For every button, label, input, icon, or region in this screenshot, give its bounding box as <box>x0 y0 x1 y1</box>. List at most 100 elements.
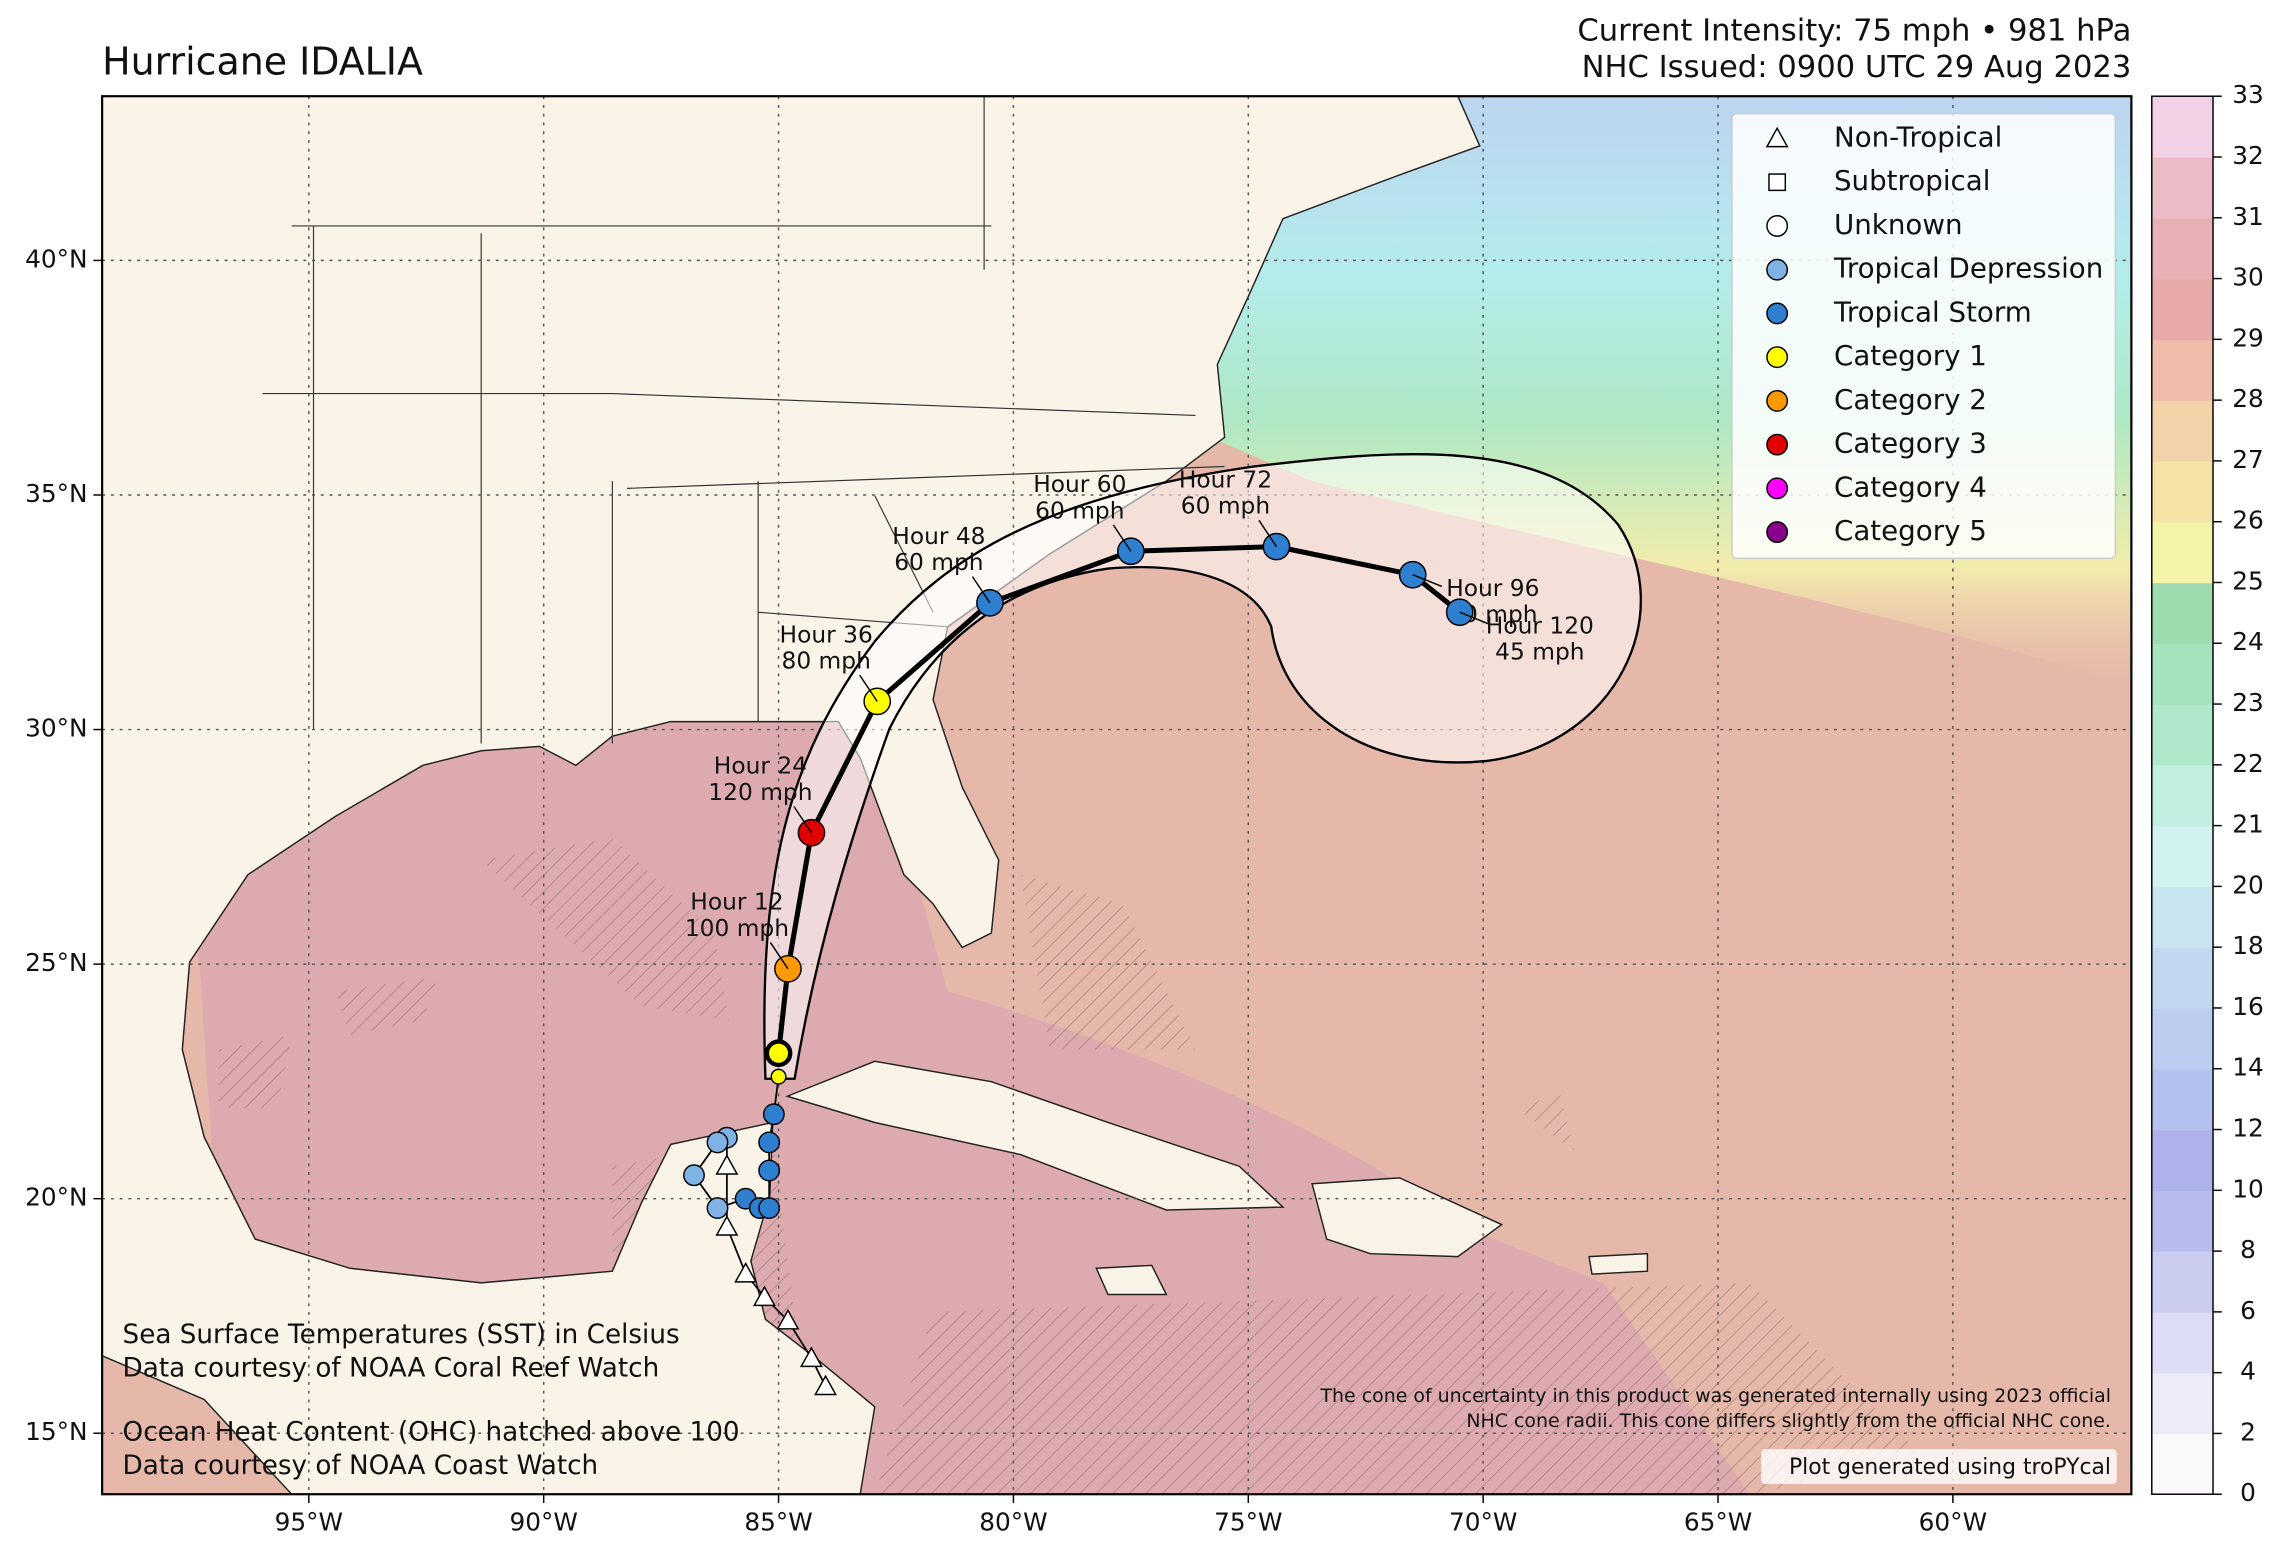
colorbar-frame <box>2151 95 2214 1495</box>
colorbar-band <box>2151 96 2214 158</box>
cone-note: NHC cone radii. This cone differs slight… <box>1466 1410 2111 1432</box>
forecast-hour: Hour 60 <box>1033 471 1126 498</box>
colorbar-band <box>2151 1251 2214 1313</box>
forecast-hour: Hour 24 <box>714 753 807 780</box>
colorbar-band <box>2151 643 2214 705</box>
intensity: Current Intensity: 75 mph • 981 hPa <box>1577 14 2131 49</box>
colorbar-label: 2 <box>2240 1417 2256 1446</box>
colorbar-band <box>2151 1190 2214 1252</box>
lat-label: 20°N <box>25 1183 87 1212</box>
marker <box>715 1215 739 1236</box>
colorbar-band <box>2151 1372 2214 1435</box>
credit-box <box>1761 1449 2117 1485</box>
legend-label: Non-Tropical <box>1834 120 2002 153</box>
lon-label: 60°W <box>1919 1507 1987 1536</box>
legend-label: Tropical Storm <box>1833 295 2032 328</box>
forecast-wind: 120 mph <box>708 779 812 806</box>
marker <box>1766 389 1789 412</box>
title: Hurricane IDALIA <box>102 40 423 84</box>
colorbar-band <box>2151 339 2214 401</box>
legend-label: Subtropical <box>1834 164 1990 197</box>
lon-label: 80°W <box>979 1507 1047 1536</box>
colorbar-label: 12 <box>2232 1114 2264 1143</box>
marker <box>764 1039 793 1068</box>
marker <box>776 1308 800 1330</box>
legend-label: Category 4 <box>1834 470 1987 503</box>
legend: Non-Tropical Subtropical Unknown Tropical D… <box>1765 120 2103 547</box>
legend-label: Unknown <box>1834 208 1963 241</box>
colorbar-label: 32 <box>2232 141 2264 170</box>
colorbar-label: 18 <box>2232 931 2264 960</box>
leader <box>1258 519 1278 547</box>
colorbar-label: 24 <box>2232 627 2264 656</box>
lat-label: 15°N <box>25 1417 87 1446</box>
colorbar-label: 4 <box>2240 1357 2256 1386</box>
colorbar-band <box>2151 217 2214 280</box>
forecast-hour: Hour 120 <box>1486 612 1594 639</box>
marker <box>762 1103 785 1126</box>
colorbar-label: 20 <box>2232 870 2264 899</box>
marker <box>1766 477 1789 500</box>
lon-label: 90°W <box>509 1507 577 1536</box>
forecast-wind: 60 mph <box>1181 493 1270 520</box>
marker <box>1262 532 1291 561</box>
note: Ocean Heat Content (OHC) hatched above 1… <box>123 1418 740 1448</box>
colorbar-label: 0 <box>2240 1478 2256 1507</box>
colorbar-band <box>2151 1068 2214 1131</box>
leader <box>1112 524 1132 552</box>
axes: 95°W 90°W 85°W 80°W 75°W 70°W 65°W 60°W 15°N 20°N… <box>25 244 1987 1536</box>
marker <box>758 1159 781 1182</box>
colorbar-band <box>2151 1311 2214 1374</box>
map-frame <box>101 95 2133 1496</box>
cone-note: The cone of uncertainty in this product … <box>1319 1385 2110 1407</box>
colorbar-band <box>2151 400 2214 462</box>
lat-label: 30°N <box>25 714 87 743</box>
marker <box>1765 126 1789 148</box>
lon-label: 65°W <box>1684 1507 1752 1536</box>
colorbar-label: 10 <box>2232 1174 2264 1203</box>
note: Sea Surface Temperatures (SST) in Celsiu… <box>123 1320 680 1350</box>
lat-label: 40°N <box>25 244 87 273</box>
colorbar-label: 16 <box>2232 992 2264 1021</box>
forecast-wind: 60 mph <box>894 549 983 576</box>
colorbar-band <box>2151 1129 2214 1192</box>
legend-label: Category 5 <box>1834 514 1987 547</box>
note: Data courtesy of NOAA Coast Watch <box>123 1451 599 1481</box>
forecast-wind: 60 mph <box>1035 497 1124 524</box>
forecast-hour: Hour 96 <box>1446 575 1539 602</box>
marker <box>706 1131 729 1154</box>
colorbar-label: 26 <box>2232 506 2264 535</box>
marker <box>1766 215 1789 237</box>
leader <box>793 806 813 834</box>
forecast-hour: Hour 48 <box>892 523 985 550</box>
colorbar-label: 23 <box>2232 688 2264 717</box>
forecast-wind: 80 mph <box>781 648 870 675</box>
borders <box>262 96 1225 744</box>
lon-label: 85°W <box>744 1507 812 1536</box>
colorbar-label: 31 <box>2232 202 2264 231</box>
colorbar-band <box>2151 704 2214 766</box>
marker <box>1766 433 1789 456</box>
colorbar-label: 28 <box>2232 384 2264 413</box>
marker <box>753 1285 776 1307</box>
marker <box>799 1346 823 1368</box>
marker <box>770 1068 787 1085</box>
colorbar-band <box>2151 1433 2214 1495</box>
lat-label: 25°N <box>25 948 87 977</box>
colorbar-label: 8 <box>2240 1235 2256 1264</box>
colorbar-band <box>2151 825 2214 888</box>
credit: Plot generated using troPYcal <box>1789 1455 2111 1480</box>
forecast-hour: Hour 36 <box>780 621 873 648</box>
marker <box>1766 346 1789 369</box>
marker <box>1766 258 1789 281</box>
colorbar-band <box>2151 582 2214 644</box>
note: Data courtesy of NOAA Coral Reef Watch <box>123 1353 660 1383</box>
colorbar-band <box>2151 1007 2214 1070</box>
marker <box>683 1164 705 1187</box>
marker <box>814 1374 837 1396</box>
colorbar-band <box>2151 460 2214 523</box>
lon-label: 95°W <box>275 1507 343 1536</box>
lon-label: 75°W <box>1214 1507 1282 1536</box>
